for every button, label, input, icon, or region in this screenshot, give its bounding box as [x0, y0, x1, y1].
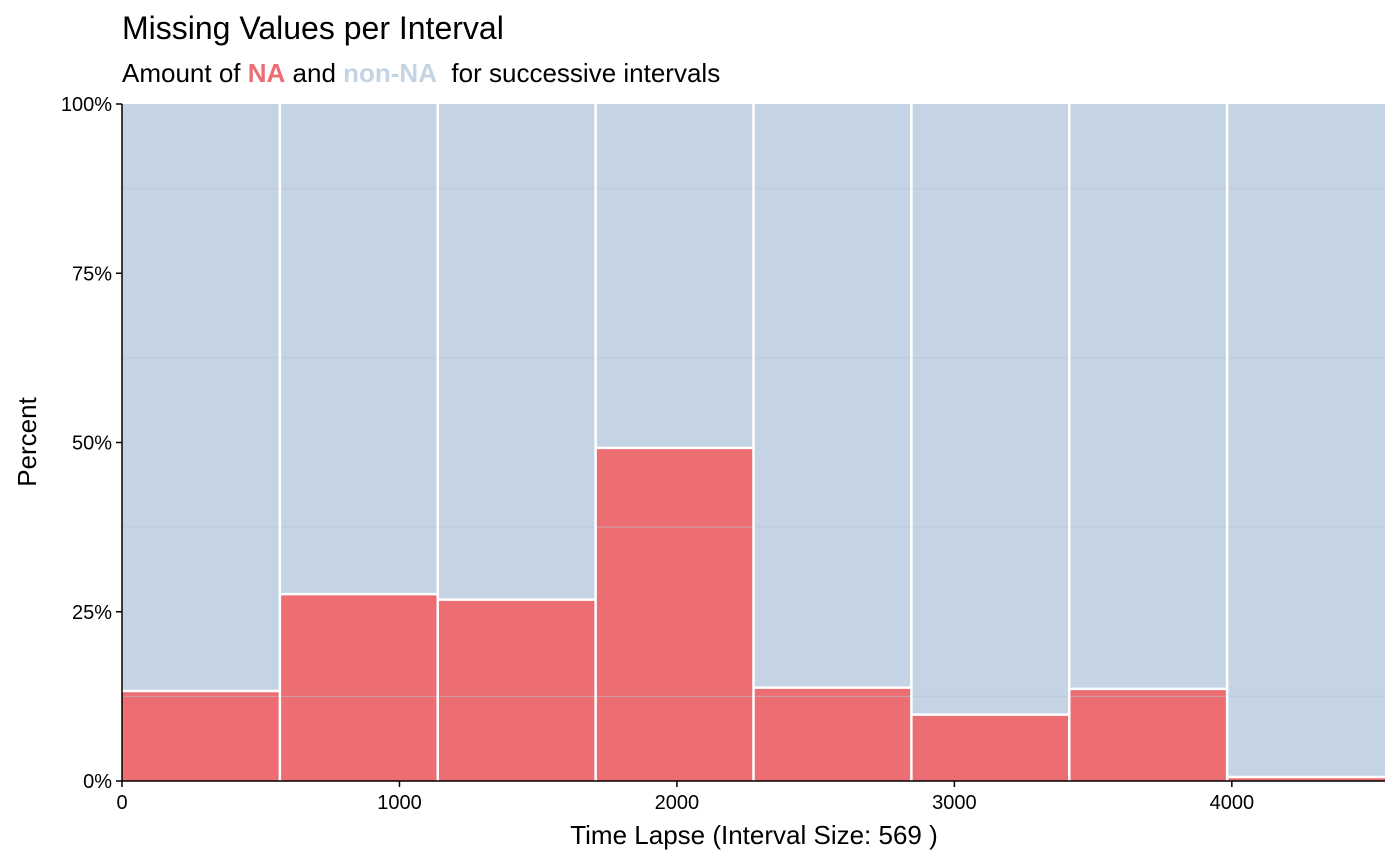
bar-na-7	[1227, 776, 1385, 781]
y-tick-label-1: 25%	[72, 602, 112, 624]
bar-nonna-1	[279, 104, 438, 595]
x-tick-label-3: 3000	[932, 792, 977, 814]
bar-na-1	[279, 594, 438, 781]
x-tick-label-1: 1000	[377, 792, 422, 814]
bar-nonna-5	[911, 104, 1070, 715]
y-tick-label-4: 100%	[61, 94, 112, 116]
bar-na-0	[122, 690, 280, 781]
y-axis-title: Percent	[12, 396, 42, 486]
bar-nonna-3	[595, 104, 754, 448]
subtitle-na-label: NA	[247, 58, 286, 88]
bar-na-5	[911, 714, 1070, 781]
subtitle-middle: and	[285, 58, 344, 88]
bar-nonna-2	[437, 104, 596, 600]
bar-na-2	[437, 599, 596, 781]
x-tick-label-0: 0	[116, 792, 127, 814]
x-tick-label-4: 4000	[1210, 792, 1255, 814]
bar-na-4	[753, 687, 912, 781]
bar-nonna-0	[122, 104, 280, 691]
chart-title: Missing Values per Interval	[122, 10, 504, 46]
bar-nonna-6	[1069, 104, 1228, 689]
y-tick-label-3: 75%	[72, 263, 112, 285]
subtitle-prefix: Amount of	[122, 58, 248, 88]
chart-subtitle: Amount of NA and non-NA for successive i…	[122, 56, 720, 90]
bars-layer	[122, 104, 1385, 781]
y-tick-label-0: 0%	[83, 771, 112, 793]
subtitle-suffix: for successive intervals	[436, 58, 721, 88]
x-axis-title: Time Lapse (Interval Size: 569 )	[570, 820, 938, 850]
axes-layer: 0% 25% 50% 75% 100% 0 1000 2000 3000 4000	[61, 94, 1385, 814]
bar-na-6	[1069, 688, 1228, 781]
bar-nonna-7	[1227, 104, 1385, 777]
y-tick-label-2: 50%	[72, 433, 112, 455]
bar-na-3	[595, 447, 754, 781]
bar-nonna-4	[753, 104, 912, 688]
subtitle-nonna-label: non-NA	[343, 58, 437, 88]
x-tick-label-2: 2000	[655, 792, 700, 814]
